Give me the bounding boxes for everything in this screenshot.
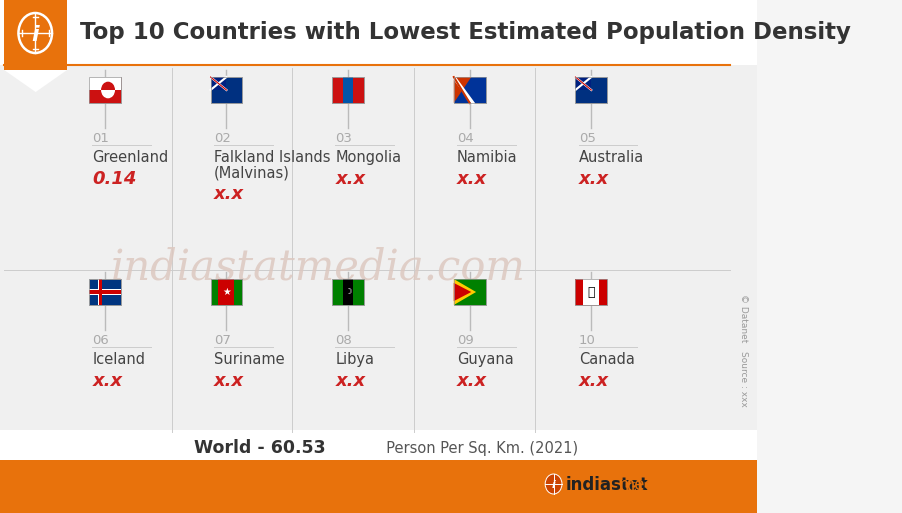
Bar (332, 279, 364, 305)
Polygon shape (454, 283, 471, 301)
Bar (89, 77, 121, 103)
Circle shape (101, 82, 115, 98)
Text: indiastat: indiastat (566, 476, 649, 494)
Bar (218, 279, 235, 305)
Text: World - 60.53: World - 60.53 (194, 439, 326, 457)
Text: 05: 05 (579, 132, 595, 145)
Text: 10: 10 (579, 334, 595, 347)
Text: Person Per Sq. Km. (2021): Person Per Sq. Km. (2021) (377, 441, 578, 456)
Circle shape (545, 474, 562, 494)
Bar (89, 77, 121, 103)
Bar (454, 77, 485, 103)
Bar (210, 279, 243, 305)
Text: 04: 04 (457, 132, 474, 145)
Text: 03: 03 (336, 132, 353, 145)
Bar (0, 0, 757, 65)
Bar (454, 77, 485, 103)
Text: Falkland Islands: Falkland Islands (214, 150, 330, 165)
Text: 01: 01 (92, 132, 109, 145)
Text: 09: 09 (457, 334, 474, 347)
Bar (210, 279, 243, 305)
Bar (454, 279, 485, 305)
Text: Libya: Libya (336, 352, 374, 367)
Text: Namibia: Namibia (457, 150, 518, 165)
Text: x.x: x.x (336, 372, 365, 390)
Bar (599, 279, 607, 305)
Bar (0, 65, 757, 460)
Text: ★: ★ (222, 287, 231, 297)
Bar (343, 77, 354, 103)
Text: ☽: ☽ (345, 286, 352, 295)
Text: 0.14: 0.14 (92, 170, 136, 188)
Bar (454, 279, 485, 305)
Text: x.x: x.x (579, 372, 609, 390)
Bar (575, 279, 607, 305)
Text: Suriname: Suriname (214, 352, 284, 367)
Text: x.x: x.x (214, 185, 244, 203)
Bar (343, 279, 354, 305)
Bar (575, 77, 607, 103)
Text: Mongolia: Mongolia (336, 150, 401, 165)
Text: i: i (32, 25, 39, 45)
Bar (210, 77, 243, 103)
Bar (575, 279, 607, 305)
Text: © Datanet   Source : xxx: © Datanet Source : xxx (740, 293, 749, 406)
Text: indiastatmedia.com: indiastatmedia.com (111, 247, 526, 289)
Text: 07: 07 (214, 334, 231, 347)
Text: Australia: Australia (579, 150, 644, 165)
Text: Canada: Canada (579, 352, 635, 367)
Polygon shape (454, 279, 476, 305)
Bar (89, 279, 121, 305)
Bar (5, 0, 67, 70)
Bar (575, 279, 584, 305)
Text: Top 10 Countries with Lowest Estimated Population Density: Top 10 Countries with Lowest Estimated P… (79, 22, 851, 45)
Text: 06: 06 (92, 334, 109, 347)
Bar (332, 77, 364, 103)
Bar (0, 430, 757, 460)
Bar (0, 460, 757, 513)
Text: 🍁: 🍁 (587, 286, 595, 299)
Bar (89, 289, 121, 294)
Bar (99, 279, 102, 305)
Bar (89, 77, 121, 103)
Bar (89, 290, 121, 293)
Bar (210, 77, 243, 103)
Text: Iceland: Iceland (92, 352, 145, 367)
Bar (575, 77, 607, 103)
Text: media: media (618, 476, 670, 494)
Text: x.x: x.x (457, 170, 487, 188)
Bar (575, 77, 592, 90)
Text: 08: 08 (336, 334, 353, 347)
Wedge shape (101, 90, 115, 98)
Bar (98, 279, 102, 305)
Bar (89, 90, 121, 103)
Bar (210, 77, 226, 90)
Text: Guyana: Guyana (457, 352, 514, 367)
Polygon shape (5, 70, 67, 92)
Text: (Malvinas): (Malvinas) (214, 165, 290, 180)
Bar (332, 77, 364, 103)
Bar (89, 279, 121, 305)
Text: x.x: x.x (457, 372, 487, 390)
Text: Greenland: Greenland (92, 150, 169, 165)
Bar (454, 77, 485, 103)
Bar (575, 279, 607, 305)
Text: x.x: x.x (336, 170, 365, 188)
Text: x.x: x.x (214, 372, 244, 390)
Text: 02: 02 (214, 132, 231, 145)
Bar (332, 279, 364, 305)
Text: i: i (552, 480, 556, 490)
Text: x.x: x.x (92, 372, 123, 390)
Bar (454, 279, 485, 305)
Text: x.x: x.x (579, 170, 609, 188)
Polygon shape (454, 77, 471, 103)
